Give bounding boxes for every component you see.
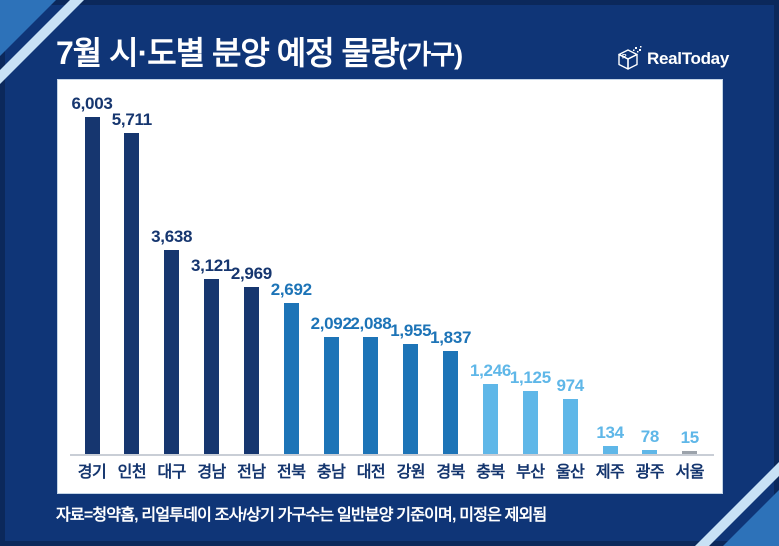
chart-panel: 6,003 경기 5,711 인천 3,638 대구 3,121 경남 2,969 전남 2,692… <box>57 79 723 494</box>
bar <box>562 399 578 454</box>
bar-value-label: 78 <box>640 427 660 446</box>
realtoday-cube-icon: R <box>618 46 642 70</box>
bar <box>84 117 100 454</box>
bar-value-label: 5,711 <box>111 110 152 129</box>
bar-category-label: 충남 <box>316 464 346 481</box>
bar-value-label: 2,088 <box>350 314 392 333</box>
bar-category-label: 경기 <box>77 464 107 481</box>
bar-category-label: 강원 <box>396 464 426 481</box>
bar-value-label: 3,121 <box>191 256 233 275</box>
page-title-unit: (가구) <box>398 40 463 70</box>
bar-value-label: 15 <box>680 428 700 447</box>
realtoday-logo: R RealToday <box>615 45 729 72</box>
bar-value-label: 134 <box>596 423 624 442</box>
bar-category-label: 대전 <box>356 464 386 481</box>
bar-category-label: 인천 <box>117 464 147 481</box>
bar <box>323 337 339 454</box>
bar-chart: 6,003 경기 5,711 인천 3,638 대구 3,121 경남 2,969 전남 2,692… <box>58 80 722 493</box>
bar-value-label: 2,969 <box>230 264 272 283</box>
x-axis-line <box>70 454 714 456</box>
bar <box>283 303 299 454</box>
bar-category-label: 울산 <box>555 464 585 481</box>
bar <box>164 250 180 454</box>
bottom-right-triangle <box>723 490 779 546</box>
bar-category-label: 서울 <box>675 464 705 481</box>
bar-category-label: 경북 <box>436 464 465 481</box>
bar-category-label: 제주 <box>595 464 625 481</box>
page-title-main: 7월 시·도별 분양 예정 물량 <box>56 35 399 71</box>
bar-value-label: 1,837 <box>430 328 472 347</box>
bar-category-label: 경남 <box>197 464 226 481</box>
bar <box>363 337 379 454</box>
bar <box>243 287 259 454</box>
source-note: 자료=청약홈, 리얼투데이 조사/상기 가구수는 일반분양 기준이며, 미정은 … <box>56 507 547 524</box>
bar <box>204 279 220 454</box>
bar <box>642 450 658 454</box>
bar-value-label: 2,692 <box>270 280 312 299</box>
bar-category-label: 대구 <box>157 464 186 481</box>
bar-value-label: 2,092 <box>310 314 352 333</box>
bar-category-label: 부산 <box>516 464 545 481</box>
bar-category-label: 광주 <box>635 464 665 481</box>
bar-value-label: 1,246 <box>469 361 512 380</box>
bar-category-label: 전남 <box>237 464 266 481</box>
bar-value-label: 6,003 <box>71 94 113 113</box>
bar <box>602 446 618 454</box>
svg-text:R: R <box>622 54 627 61</box>
top-left-triangle <box>0 0 56 56</box>
bar-value-label: 974 <box>556 376 584 395</box>
page-title: 7월 시·도별 분양 예정 물량(가구) <box>56 28 463 74</box>
bar <box>443 351 459 454</box>
bar-category-label: 충북 <box>476 464 505 481</box>
bar <box>124 133 140 454</box>
bar-value-label: 1,125 <box>509 368 551 387</box>
bar-value-label: 3,638 <box>151 227 193 246</box>
realtoday-logo-text: RealToday <box>646 48 729 68</box>
bar <box>483 384 498 454</box>
bar-category-label: 전북 <box>277 464 306 481</box>
bar <box>403 344 419 454</box>
bar-value-label: 1,955 <box>390 321 432 340</box>
bar <box>682 451 698 454</box>
bar <box>522 391 538 454</box>
